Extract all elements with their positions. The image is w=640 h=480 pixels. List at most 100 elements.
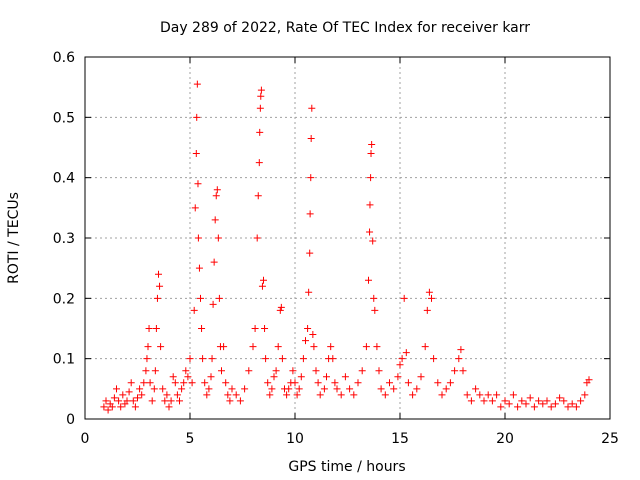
data-point [307,174,315,182]
data-point [197,294,204,302]
data-point [161,397,169,405]
data-point [207,373,215,381]
data-point [108,403,116,411]
data-point [442,385,450,393]
data-point [451,367,459,375]
data-point [463,391,471,399]
data-point [283,391,291,399]
data-point [291,379,299,387]
data-point [253,234,261,242]
data-point [192,150,200,158]
data-point [572,403,580,411]
data-point [159,385,167,393]
data-point [218,367,225,375]
data-point [173,391,181,399]
data-point [127,379,135,387]
y-tick-label: 0.1 [53,352,75,368]
data-point [195,264,203,272]
data-point [560,397,568,405]
data-point [493,391,501,399]
data-point [434,379,442,387]
data-point [167,397,175,405]
data-point [205,385,213,393]
data-point [232,391,240,399]
data-point [140,379,148,387]
y-tick-label: 0.5 [53,110,75,126]
data-point [366,228,374,236]
data-point [430,355,438,363]
data-point [484,391,492,399]
data-point [308,104,316,112]
data-point [131,403,139,411]
data-point [297,373,305,381]
data-point [203,391,211,399]
data-point [333,385,341,393]
data-point [113,385,120,393]
data-point [262,355,270,363]
y-axis-title: ROTI / TECUs [6,192,22,284]
data-point [266,391,274,399]
data-point [518,397,526,405]
data-point [368,140,376,148]
y-tick-label: 0 [66,412,75,428]
data-point [249,343,257,351]
data-point [413,385,421,393]
data-point [366,201,374,209]
data-point [367,150,375,158]
grid-lines [85,57,610,419]
data-point [110,394,118,402]
data-point [404,379,412,387]
data-point [329,355,337,363]
data-point [337,391,345,399]
data-point [157,343,165,351]
data-point [254,192,262,200]
data-point [125,388,133,396]
data-point [375,367,383,375]
data-point [129,397,137,405]
data-point [236,397,244,405]
data-point [256,104,264,112]
data-point [371,306,379,314]
data-point [151,367,159,375]
data-point [222,379,230,387]
data-point [514,403,522,411]
data-point [312,367,320,375]
data-point [293,391,301,399]
data-point [117,403,125,411]
data-point [488,397,496,405]
data-point [201,379,209,387]
data-point [320,385,328,393]
data-point [369,237,377,245]
data-point [346,385,354,393]
data-point [155,270,162,278]
data-point [213,186,221,194]
data-point [146,379,154,387]
data-point [396,361,404,369]
x-tick-label: 25 [601,431,619,447]
data-point [354,379,362,387]
data-point [257,86,265,94]
data-point [417,373,425,381]
data-point [258,282,266,290]
data-point [386,379,393,387]
data-point [190,306,198,314]
data-point [228,385,236,393]
data-point [309,331,317,339]
data-point [446,379,454,387]
data-point [295,385,303,393]
data-point [224,391,232,399]
data-point [188,379,196,387]
data-point [522,400,530,408]
data-point [367,174,375,182]
data-point [215,294,223,302]
data-point [331,379,339,387]
y-tick-label: 0.6 [53,50,75,66]
data-point [208,355,216,363]
data-point [543,397,551,405]
data-point [358,367,366,375]
data-point [180,379,188,387]
data-point [307,134,315,142]
data-point [156,282,164,290]
data-point [373,343,381,351]
